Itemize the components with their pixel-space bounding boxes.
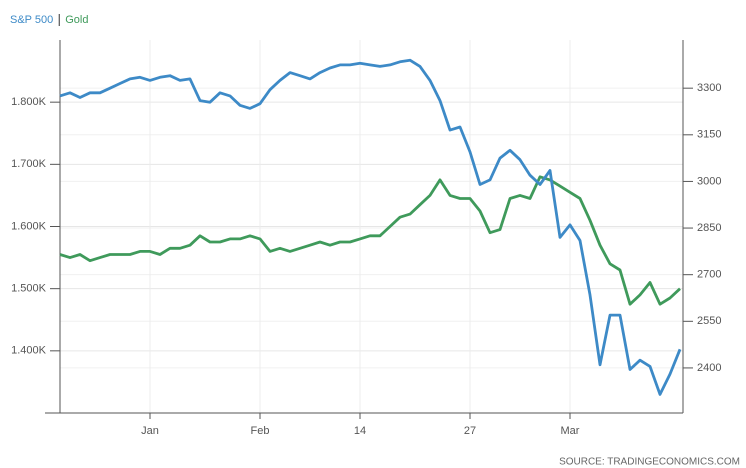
y-tick-label: 1.800K [11, 96, 47, 108]
y2-tick-label: 2700 [697, 269, 721, 281]
y2-tick-label: 2850 [697, 222, 721, 234]
series-line [59, 175, 681, 306]
y2-tick-label: 2550 [697, 315, 721, 327]
y2-tick-label: 2400 [697, 362, 721, 374]
series-line [59, 58, 682, 396]
x-tick-label: Mar [561, 425, 580, 437]
y2-tick-label: 3150 [697, 129, 721, 141]
x-tick-label: 27 [464, 425, 476, 437]
y2-tick-label: 3300 [697, 82, 721, 94]
x-tick-label: Jan [141, 425, 159, 437]
legend-entry: Gold [65, 14, 88, 26]
legend-entry: S&P 500 [10, 14, 53, 26]
y-tick-label: 1.600K [11, 220, 47, 232]
y-tick-label: 1.500K [11, 283, 47, 295]
x-tick-label: Feb [251, 425, 270, 437]
x-tick-label: 14 [354, 425, 366, 437]
y2-tick-label: 3000 [697, 175, 721, 187]
y-tick-label: 1.400K [11, 345, 47, 357]
y-tick-label: 1.700K [11, 158, 47, 170]
source: SOURCE: TRADINGECONOMICS.COM [559, 457, 740, 468]
